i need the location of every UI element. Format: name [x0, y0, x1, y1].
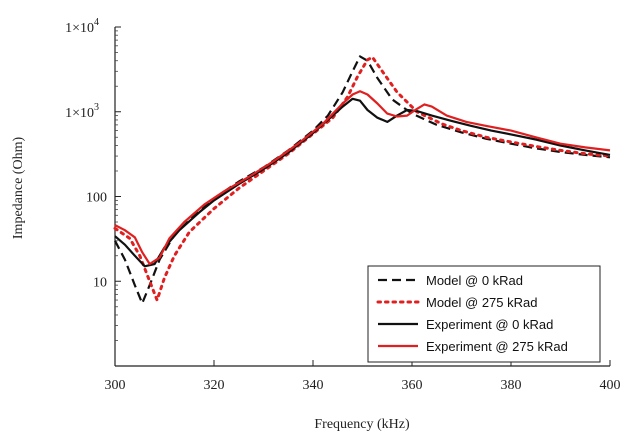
x-tick-label: 340	[303, 378, 324, 393]
x-tick-label: 400	[600, 378, 621, 393]
x-tick-label: 380	[501, 378, 522, 393]
y-tick-label: 100	[86, 191, 107, 206]
series-line-model-0-krad	[114, 55, 611, 305]
y-tick-exponent: 3	[94, 102, 99, 113]
series-line-model-275-krad	[113, 55, 612, 302]
x-tick-label: 300	[105, 378, 126, 393]
series-line-experiment-0-krad	[114, 97, 611, 268]
y-axis-label: Impedance (Ohm)	[11, 137, 26, 240]
legend: Model @ 0 kRad Model @ 275 kRad Experiment…	[367, 265, 601, 363]
axis-ticks: 300 320 340 360 380 400 10 100 1×103 1×104	[65, 17, 620, 393]
legend-label: Model @ 0 kRad	[426, 273, 523, 288]
legend-label: Experiment @ 0 kRad	[426, 317, 553, 332]
x-axis-label: Frequency (kHz)	[314, 417, 410, 432]
y-tick-label: 1×104	[65, 17, 99, 36]
y-tick-label: 1×103	[65, 102, 99, 121]
x-tick-label: 360	[402, 378, 423, 393]
series-layer	[113, 55, 612, 305]
legend-label: Model @ 275 kRad	[426, 295, 537, 310]
x-tick-label: 320	[204, 378, 225, 393]
y-tick-exponent: 4	[94, 17, 99, 28]
legend-label: Experiment @ 275 kRad	[426, 339, 568, 354]
series-line-experiment-275-krad	[114, 90, 611, 266]
y-tick-label: 10	[93, 275, 107, 290]
